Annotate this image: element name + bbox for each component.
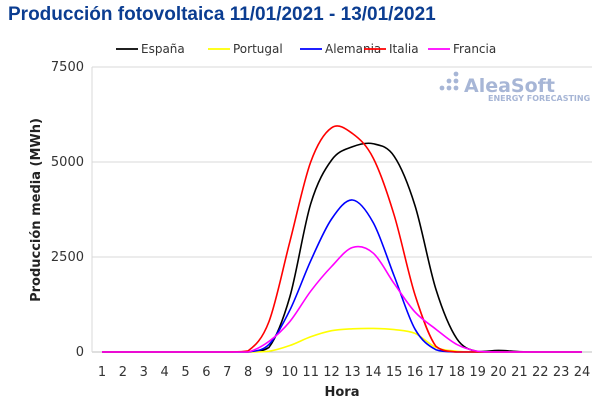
series-line-espana xyxy=(101,142,582,353)
x-axis-title: Hora xyxy=(325,385,360,400)
legend-label-portugal: Portugal xyxy=(233,42,283,56)
x-tick-label: 18 xyxy=(449,365,466,380)
legend-label-alemania: Alemania xyxy=(325,42,381,56)
x-tick-label: 23 xyxy=(553,365,570,380)
legend-label-italia: Italia xyxy=(389,42,419,56)
x-tick-label: 11 xyxy=(302,365,319,380)
x-tick-label: 20 xyxy=(490,365,507,380)
x-tick-label: 10 xyxy=(282,365,299,380)
chart-title: Producción fotovoltaica 11/01/2021 - 13/… xyxy=(8,4,436,25)
x-tick-label: 8 xyxy=(244,365,252,380)
aleasoft-logo: AleaSoft ENERGY FORECASTING xyxy=(439,71,590,103)
logo-tagline: ENERGY FORECASTING xyxy=(488,94,590,103)
series-line-portugal xyxy=(101,327,582,353)
series-line-italia xyxy=(101,125,582,353)
x-tick-label: 15 xyxy=(386,365,403,380)
x-tick-label: 13 xyxy=(344,365,361,380)
x-tick-label: 21 xyxy=(511,365,528,380)
x-tick-label: 14 xyxy=(365,365,382,380)
x-tick-label: 22 xyxy=(532,365,549,380)
series xyxy=(101,125,582,353)
logo-dots-icon xyxy=(439,71,459,91)
y-axis-title: Producción media (MWh) xyxy=(29,118,44,302)
x-tick-label: 3 xyxy=(140,365,148,380)
legend: España Portugal Alemania Italia Francia xyxy=(116,42,496,56)
x-tick-label: 17 xyxy=(428,365,445,380)
x-tick-label: 2 xyxy=(119,365,127,380)
x-tick-label: 24 xyxy=(574,365,591,380)
legend-label-francia: Francia xyxy=(453,42,496,56)
logo-name: AleaSoft xyxy=(464,75,555,97)
y-tick-label: 5000 xyxy=(51,155,84,170)
x-tick-label: 12 xyxy=(323,365,340,380)
x-tick-label: 16 xyxy=(407,365,424,380)
legend-label-espana: España xyxy=(141,42,185,56)
gridlines xyxy=(92,66,592,353)
x-tick-label: 5 xyxy=(181,365,189,380)
x-tick-label: 1 xyxy=(98,365,106,380)
x-tick-label: 4 xyxy=(160,365,168,380)
x-tick-label: 6 xyxy=(202,365,210,380)
y-tick-label: 7500 xyxy=(51,60,84,75)
x-tick-label: 9 xyxy=(265,365,273,380)
series-line-francia xyxy=(101,245,582,353)
x-tick-label: 19 xyxy=(469,365,486,380)
y-tick-label: 0 xyxy=(76,345,84,360)
x-tick-label: 7 xyxy=(223,365,231,380)
y-tick-label: 2500 xyxy=(51,250,84,265)
